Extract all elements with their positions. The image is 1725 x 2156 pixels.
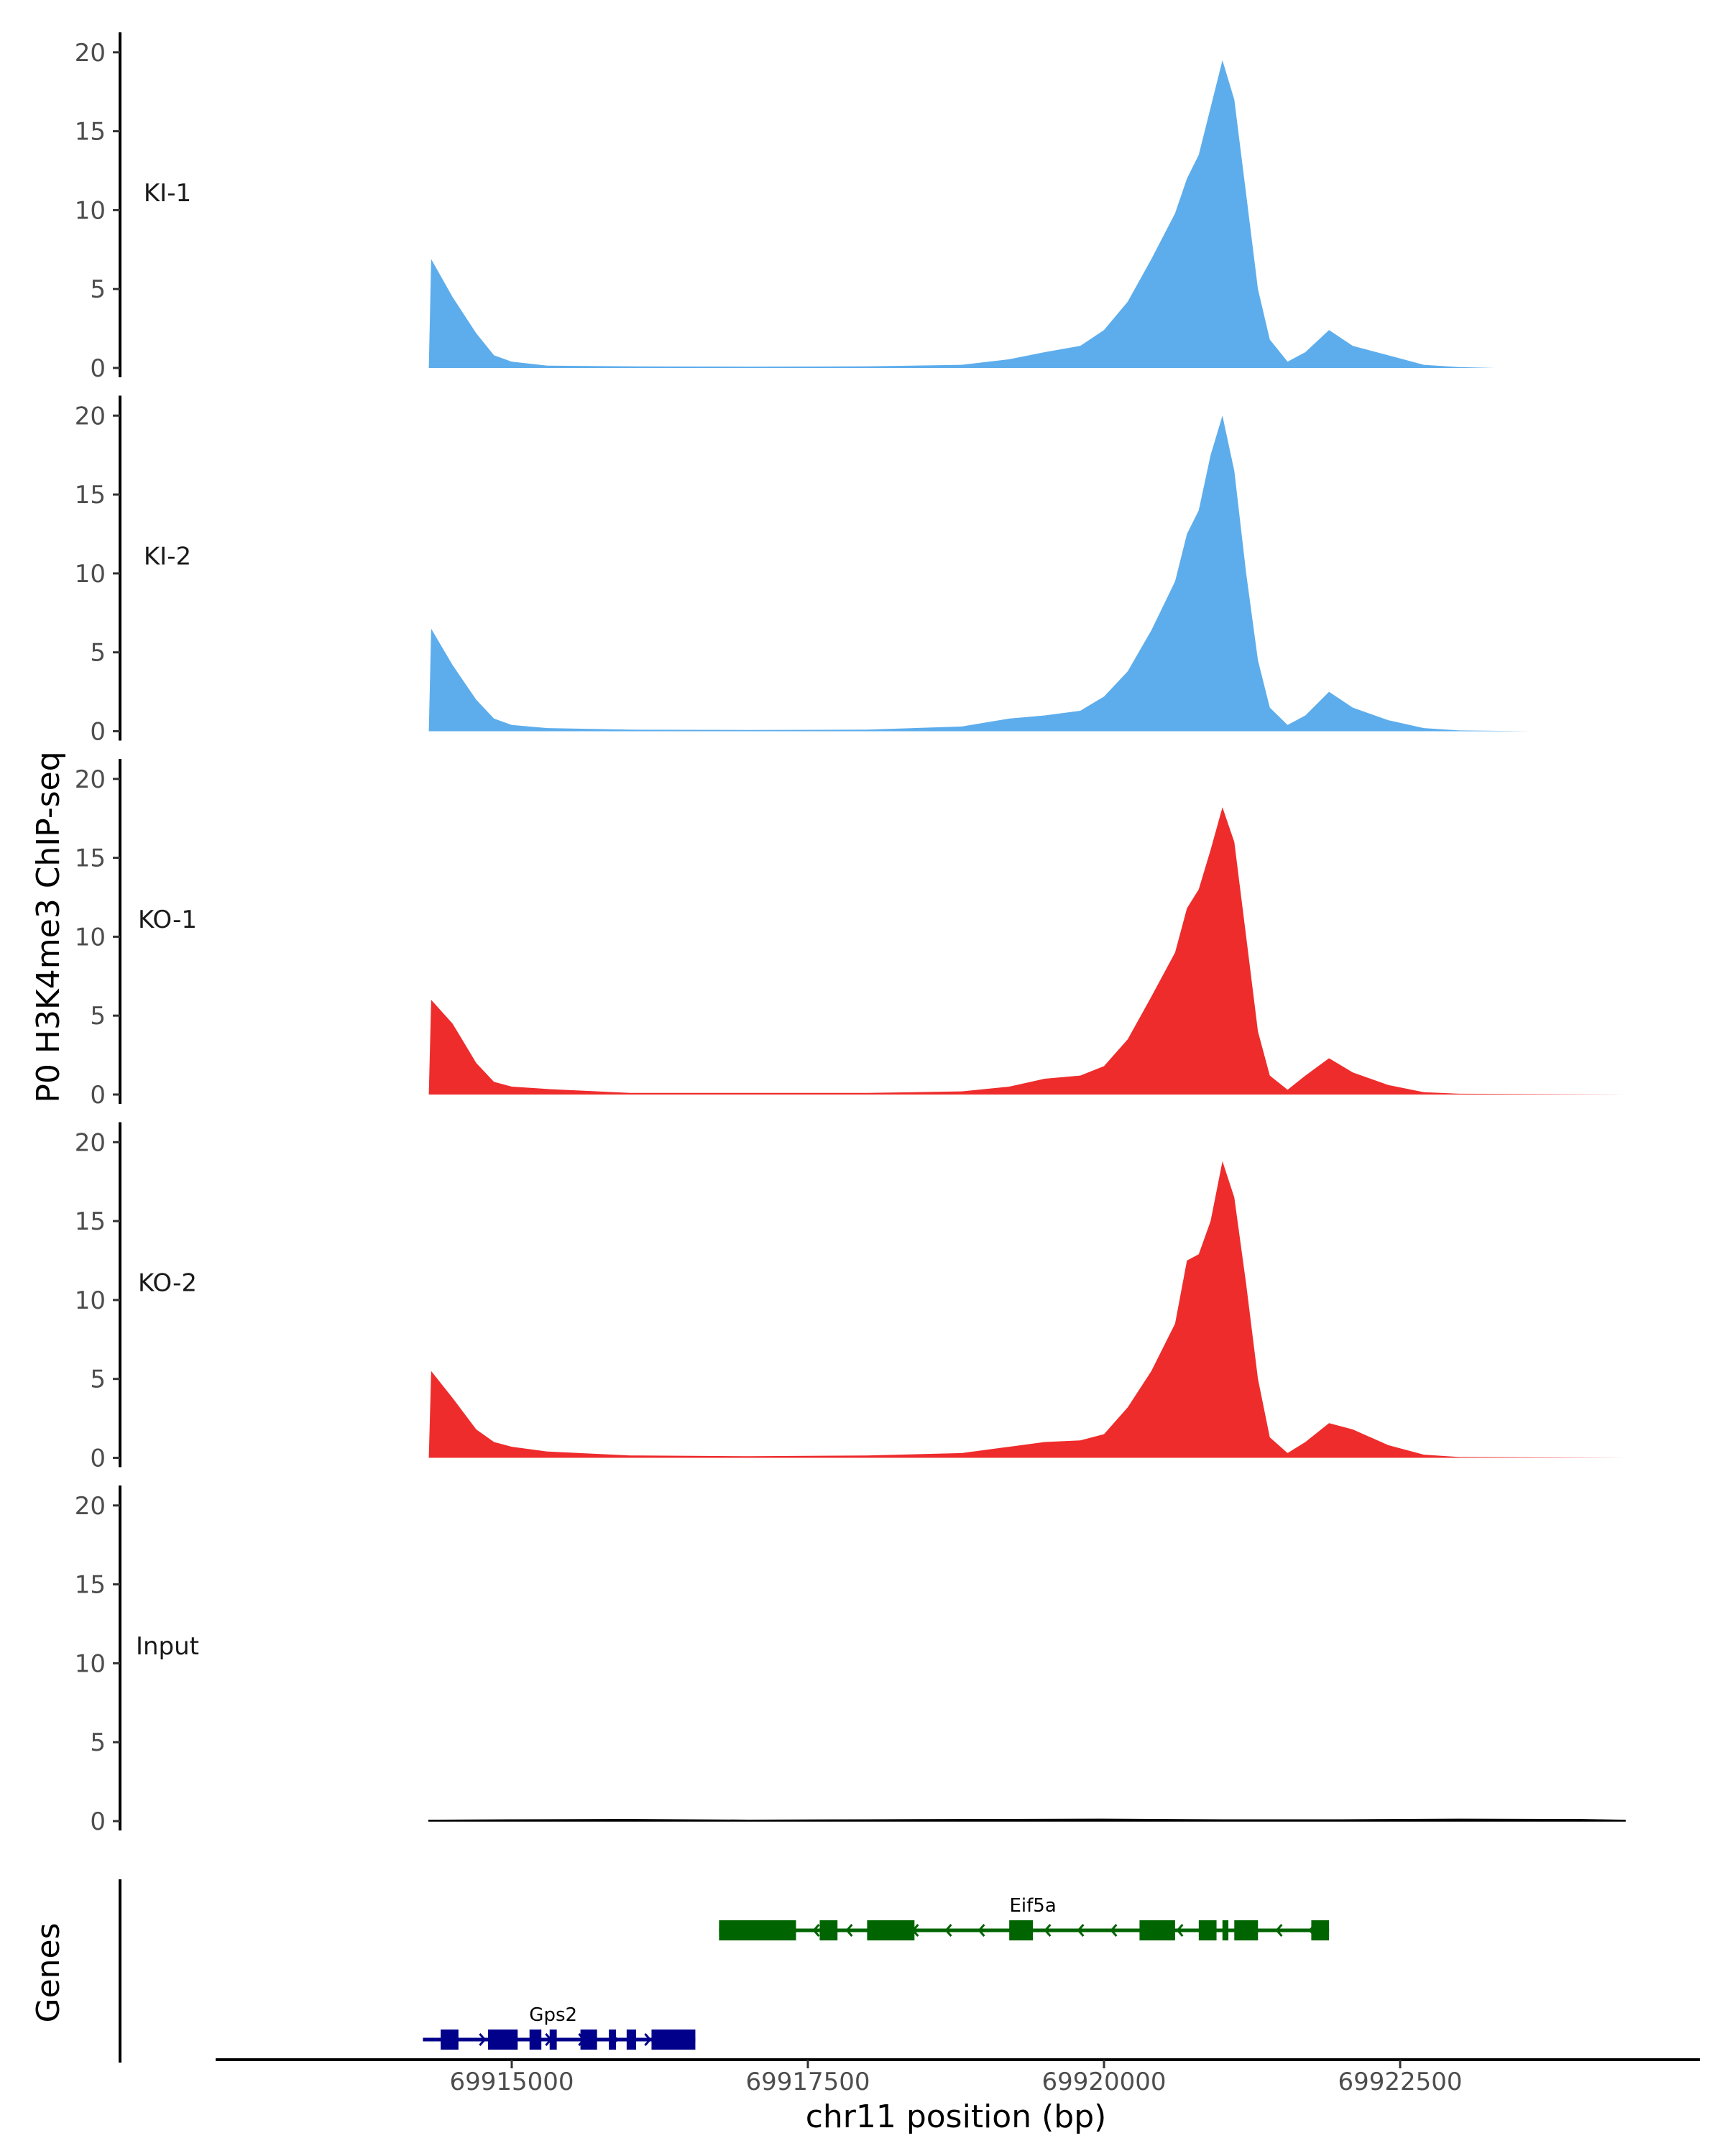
y-tick-label: 5	[90, 639, 106, 668]
strand-arrow	[1275, 1924, 1283, 1937]
area-input	[428, 1818, 1626, 1822]
track-label: KI-2	[144, 543, 191, 571]
y-tick-label: 5	[90, 1728, 106, 1757]
exon	[488, 2030, 518, 2050]
panel-input: 0 5 10 15 20 Input	[75, 1485, 1626, 1836]
panel-ko-1: 0 5 10 15 20 KO-1	[75, 759, 1626, 1110]
strand-arrow	[1077, 1924, 1085, 1937]
genes-axis-title: Genes	[30, 1922, 67, 2022]
y-tick-label: 10	[75, 923, 106, 952]
y-tick-label: 0	[90, 354, 106, 383]
y-tick-label: 0	[90, 1807, 106, 1836]
panel-ko-2: 0 5 10 15 20 KO-2	[75, 1122, 1626, 1473]
x-tick-label: 69915000	[449, 2068, 574, 2096]
x-tick-label: 69917500	[745, 2068, 870, 2096]
y-tick-label: 15	[75, 1571, 106, 1600]
exon	[626, 2030, 637, 2050]
exon	[529, 2030, 542, 2050]
y-tick-label: 0	[90, 1445, 106, 1473]
exon	[819, 1920, 838, 1940]
y-tick-label: 5	[90, 275, 106, 304]
exon	[1198, 1920, 1217, 1940]
area-ko-1	[428, 807, 1626, 1095]
y-tick-label: 15	[75, 118, 106, 147]
strand-arrow	[978, 1924, 985, 1937]
exon	[867, 1920, 915, 1940]
y-tick-label: 10	[75, 1286, 106, 1315]
y-tick-label: 20	[75, 765, 106, 794]
track-label: KI-1	[144, 179, 191, 208]
y-tick-label: 20	[75, 39, 106, 68]
y-tick-label: 15	[75, 481, 106, 510]
area-ki-2	[428, 415, 1531, 732]
strand-arrow	[479, 2033, 487, 2046]
strand-arrow	[812, 1924, 820, 1937]
y-tick-label: 15	[75, 1207, 106, 1236]
track-label: Input	[136, 1632, 199, 1661]
track-label: KO-2	[138, 1269, 197, 1298]
y-tick-label: 10	[75, 1649, 106, 1678]
x-tick-label: 69920000	[1041, 2068, 1166, 2096]
exon	[609, 2030, 617, 2050]
strand-arrow	[1176, 1924, 1184, 1937]
strand-arrow	[644, 2033, 652, 2046]
gene-label: Gps2	[529, 2004, 577, 2026]
exon	[719, 1920, 796, 1940]
y-tick-label: 5	[90, 1002, 106, 1031]
y-tick-label: 10	[75, 560, 106, 589]
exon	[580, 2030, 597, 2050]
y-axis-title: P0 H3K4me3 ChIP-seq	[30, 751, 67, 1102]
y-tick-label: 20	[75, 402, 106, 430]
exon	[651, 2030, 696, 2050]
x-axis-title: chr11 position (bp)	[806, 2099, 1107, 2135]
coverage-tracks: 0 5 10 15 20 KI-1 0 5 10 15 20 KI-2 0 5 10 15 20 KO-1 0 5 10…	[75, 32, 1626, 1836]
y-tick-label: 20	[75, 1128, 106, 1157]
strand-arrow	[845, 1924, 853, 1937]
genes-panel: Gps2 Eif5a	[119, 1879, 1330, 2063]
gene-eif5a: Eif5a	[719, 1895, 1330, 1940]
exon	[1311, 1920, 1330, 1940]
exon	[1222, 1920, 1229, 1940]
exon	[1234, 1920, 1259, 1940]
y-tick-label: 15	[75, 844, 106, 873]
strand-arrow	[1110, 1924, 1118, 1937]
strand-arrow	[1044, 1924, 1052, 1937]
y-tick-label: 10	[75, 196, 106, 225]
exon	[1139, 1920, 1175, 1940]
track-label: KO-1	[138, 906, 197, 934]
panel-ki-1: 0 5 10 15 20 KI-1	[75, 32, 1495, 383]
area-ko-2	[428, 1161, 1626, 1458]
area-ki-1	[428, 60, 1495, 369]
y-tick-label: 0	[90, 1081, 106, 1110]
gene-label: Eif5a	[1009, 1895, 1056, 1917]
y-tick-label: 20	[75, 1492, 106, 1521]
exon	[549, 2030, 557, 2050]
x-axis: 69915000 69917500 69920000 69922500	[216, 2058, 1700, 2096]
x-tick-label: 69922500	[1338, 2068, 1462, 2096]
gene-gps2: Gps2	[423, 2004, 696, 2050]
exon	[441, 2030, 459, 2050]
y-tick-label: 5	[90, 1365, 106, 1394]
panel-ki-2: 0 5 10 15 20 KI-2	[75, 395, 1531, 747]
strand-arrow	[944, 1924, 952, 1937]
y-tick-label: 0	[90, 718, 106, 747]
exon	[1009, 1920, 1034, 1940]
